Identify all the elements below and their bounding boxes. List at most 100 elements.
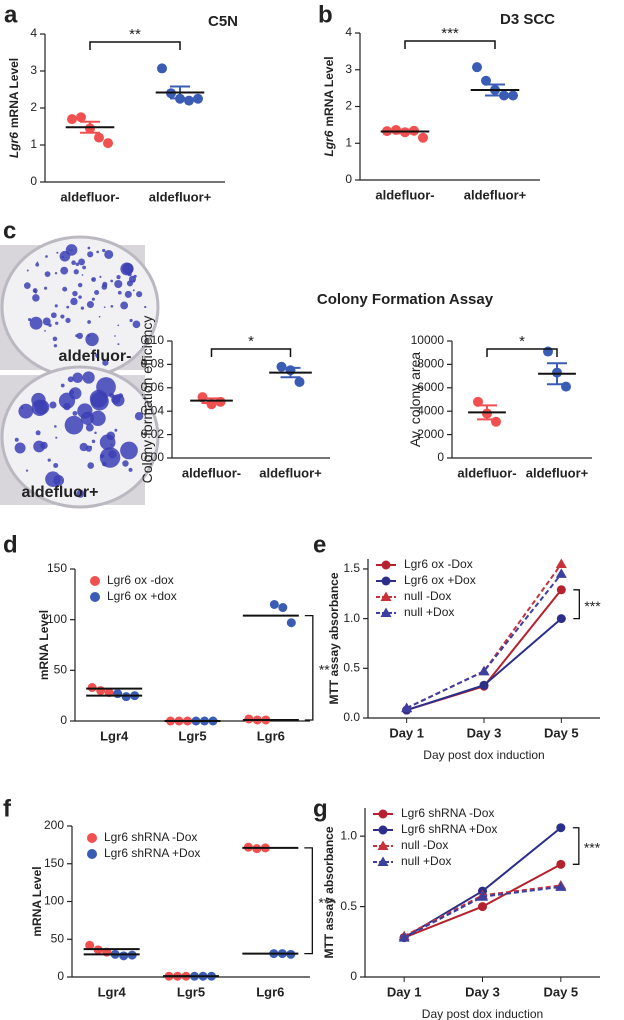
- panel-letter: f: [3, 795, 12, 822]
- significance-label: *: [519, 333, 525, 350]
- legend-label: null -Dox: [404, 589, 451, 603]
- chart-title: D3 SCC: [500, 11, 555, 28]
- data-point: [556, 859, 566, 869]
- colony: [98, 315, 101, 318]
- x-tick-label: aldefluor-: [60, 189, 119, 204]
- colony: [45, 255, 48, 258]
- significance-label: ***: [441, 25, 459, 42]
- colony: [104, 249, 114, 259]
- data-point: [556, 585, 566, 595]
- y-axis-label: mRNA Level: [30, 866, 44, 936]
- colony: [78, 295, 82, 299]
- x-tick-label: Lgr6: [257, 728, 285, 743]
- y-axis-label: MTT assay absorbance: [327, 572, 341, 704]
- y-tick-label: 1.0: [343, 611, 360, 625]
- colony: [35, 430, 41, 436]
- y-tick-label: 8000: [417, 357, 444, 371]
- legend-marker: [378, 825, 388, 835]
- colony: [82, 265, 86, 270]
- colony: [32, 294, 40, 302]
- colony: [55, 321, 59, 325]
- x-tick-label: Lgr5: [178, 728, 206, 743]
- colony: [26, 269, 29, 272]
- panel-letter: a: [4, 1, 18, 28]
- colony: [91, 278, 94, 281]
- y-tick-label: 1.5: [343, 561, 360, 575]
- colony: [53, 344, 58, 348]
- colony: [87, 462, 95, 469]
- colony: [85, 423, 94, 432]
- data-point: [398, 932, 410, 942]
- colony: [54, 304, 58, 308]
- data-point: [478, 665, 490, 676]
- legend-label: Lgr6 shRNA +Dox: [104, 846, 200, 860]
- legend-marker: [87, 849, 97, 859]
- legend-marker: [87, 833, 97, 843]
- data-point: [103, 138, 113, 149]
- colony: [110, 304, 114, 308]
- y-tick-label: 1: [345, 135, 352, 149]
- colony: [96, 250, 100, 254]
- colony: [54, 425, 57, 428]
- colony: [72, 290, 78, 297]
- colony: [25, 469, 29, 472]
- data-point: [269, 599, 279, 609]
- legend-label: Lgr6 ox +Dox: [404, 573, 476, 587]
- colony: [14, 437, 19, 442]
- colony: [86, 300, 94, 309]
- panel-letter: e: [313, 531, 326, 558]
- series-line: [403, 863, 562, 939]
- panel-letter: g: [313, 795, 328, 822]
- colony: [80, 306, 85, 310]
- y-axis-label: mRNA Level: [37, 610, 51, 680]
- y-tick-label: 0: [57, 969, 64, 983]
- data-point: [508, 90, 518, 101]
- colony: [110, 443, 113, 446]
- colony: [77, 403, 93, 419]
- colony: [114, 335, 116, 337]
- colony: [70, 297, 78, 306]
- x-tick-label: Lgr4: [100, 728, 129, 743]
- colony: [85, 445, 92, 452]
- x-tick-label: aldefluor+: [149, 189, 212, 204]
- colony: [35, 262, 40, 267]
- y-tick-label: 3: [30, 63, 37, 77]
- colony: [60, 383, 65, 388]
- y-tick-label: 0.02: [141, 427, 165, 441]
- y-axis-label-text: mRNA Level: [37, 610, 51, 680]
- colony: [67, 376, 74, 383]
- data-point: [197, 392, 208, 403]
- legend-marker: [381, 576, 391, 586]
- panel-letter: c: [3, 217, 16, 244]
- y-tick-label: 0: [437, 450, 444, 464]
- colony: [44, 286, 48, 290]
- data-point: [561, 381, 571, 392]
- legend-label: Lgr6 ox -dox: [107, 573, 174, 587]
- colony: [78, 258, 86, 266]
- colony: [120, 301, 129, 310]
- colony: [59, 250, 71, 262]
- colony: [14, 442, 26, 454]
- colony: [103, 306, 106, 309]
- chart-title: C5N: [208, 13, 238, 30]
- significance-bracket: [304, 614, 314, 721]
- y-tick-label: 1.0: [340, 828, 357, 842]
- x-tick-label: aldefluor+: [526, 465, 589, 480]
- data-point: [278, 603, 288, 613]
- colony: [62, 286, 68, 292]
- colony: [91, 297, 95, 301]
- colony: [60, 266, 69, 275]
- legend-marker: [381, 560, 391, 570]
- colony: [50, 312, 57, 319]
- y-tick-label: 1: [30, 137, 37, 151]
- data-point: [67, 114, 77, 125]
- data-point: [555, 568, 567, 578]
- data-point: [276, 361, 287, 372]
- x-tick-label: Day 5: [544, 725, 579, 740]
- colony: [48, 323, 52, 327]
- legend-label: Lgr6 shRNA -Dox: [401, 806, 494, 820]
- y-tick-label: 0: [60, 713, 67, 727]
- y-tick-label: 0.04: [141, 403, 165, 417]
